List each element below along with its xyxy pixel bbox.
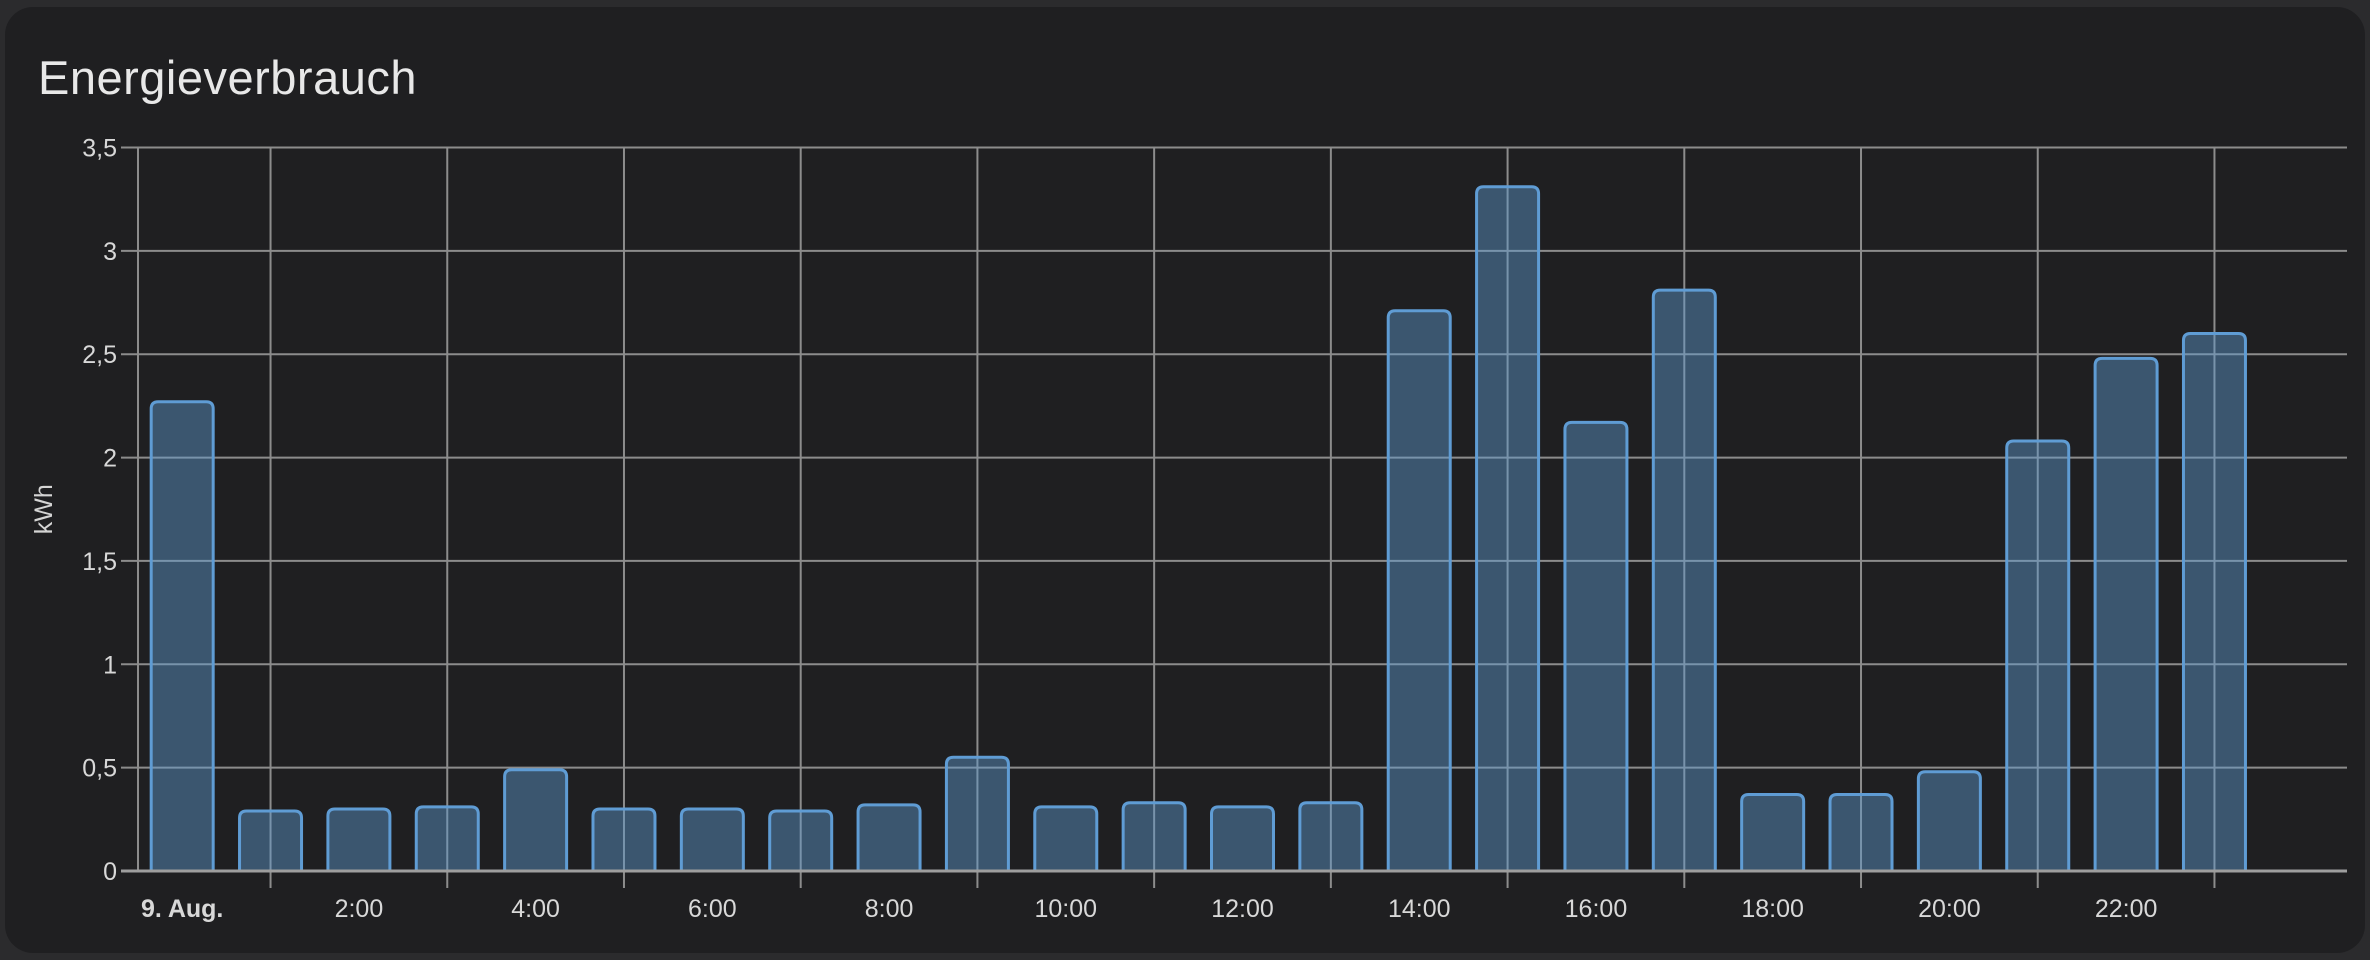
- x-tick-label: 10:00: [1034, 895, 1097, 923]
- bar-hour-5[interactable]: [591, 807, 657, 873]
- bar-hour-0[interactable]: [149, 400, 215, 873]
- bar-hour-1[interactable]: [238, 809, 304, 873]
- bar-hour-19[interactable]: [1828, 793, 1894, 873]
- bar-hour-14[interactable]: [1386, 309, 1452, 873]
- bar-hour-21[interactable]: [2005, 439, 2071, 873]
- x-tick-label: 14:00: [1388, 895, 1451, 923]
- x-tick-label: 2:00: [335, 895, 384, 923]
- bar-hour-12[interactable]: [1210, 805, 1275, 873]
- x-tick-label: 4:00: [511, 895, 560, 923]
- bar-hour-13[interactable]: [1298, 801, 1364, 873]
- bar-hour-2[interactable]: [326, 807, 392, 873]
- x-tick-label: 6:00: [688, 895, 737, 923]
- y-tick-label: 0,5: [82, 755, 117, 783]
- y-tick-label: 1: [103, 651, 117, 679]
- x-tick-label: 16:00: [1565, 895, 1628, 923]
- x-tick-label: 20:00: [1918, 895, 1981, 923]
- y-tick-label: 0: [103, 858, 117, 886]
- bar-hour-10[interactable]: [1033, 805, 1099, 873]
- bar-hour-7[interactable]: [768, 809, 834, 873]
- bar-hour-16[interactable]: [1563, 420, 1629, 873]
- x-tick-label: 12:00: [1211, 895, 1274, 923]
- bar-hour-18[interactable]: [1740, 793, 1806, 873]
- bar-hour-22[interactable]: [2093, 356, 2159, 873]
- bar-hour-23[interactable]: [2181, 332, 2247, 873]
- y-tick-label: 3: [103, 238, 117, 266]
- energy-consumption-card: [5, 7, 2365, 953]
- bar-hour-9[interactable]: [944, 755, 1010, 873]
- bar-hour-20[interactable]: [1916, 770, 1982, 873]
- x-tick-label: 9. Aug.: [141, 895, 223, 923]
- y-tick-label: 1,5: [82, 548, 117, 576]
- y-tick-label: 3,5: [82, 135, 117, 163]
- x-tick-label: 18:00: [1741, 895, 1804, 923]
- y-tick-label: 2,5: [82, 341, 117, 369]
- bar-hour-3[interactable]: [414, 805, 480, 873]
- y-tick-label: 2: [103, 445, 117, 473]
- chart-title: Energieverbrauch: [38, 51, 417, 104]
- bar-hour-17[interactable]: [1651, 288, 1717, 873]
- x-tick-label: 8:00: [865, 895, 914, 923]
- bar-hour-11[interactable]: [1121, 801, 1187, 873]
- bar-hour-8[interactable]: [856, 803, 922, 873]
- y-axis-unit-label: kWh: [30, 484, 58, 534]
- x-tick-label: 22:00: [2095, 895, 2158, 923]
- bar-hour-4[interactable]: [503, 768, 569, 873]
- bar-hour-15[interactable]: [1475, 185, 1541, 873]
- bar-hour-6[interactable]: [679, 807, 745, 873]
